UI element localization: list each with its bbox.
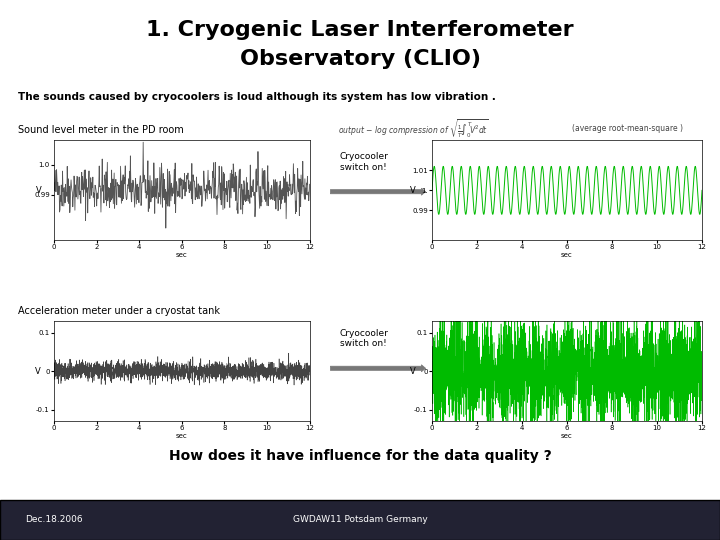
- Text: Dec.18.2006: Dec.18.2006: [25, 515, 83, 524]
- Text: Sound level meter in the PD room: Sound level meter in the PD room: [18, 125, 184, 134]
- X-axis label: sec: sec: [176, 433, 188, 439]
- Text: Observatory (CLIO): Observatory (CLIO): [240, 49, 480, 70]
- Text: Acceleration meter under a cryostat tank: Acceleration meter under a cryostat tank: [18, 306, 220, 315]
- Text: 1. Cryogenic Laser Interferometer: 1. Cryogenic Laser Interferometer: [146, 19, 574, 40]
- Text: How does it have influence for the data quality ?: How does it have influence for the data …: [168, 449, 552, 463]
- Text: Cryocooler
switch on!: Cryocooler switch on!: [339, 329, 388, 348]
- X-axis label: sec: sec: [176, 252, 188, 258]
- FancyBboxPatch shape: [0, 500, 720, 540]
- Text: V: V: [410, 186, 416, 195]
- X-axis label: sec: sec: [561, 433, 573, 439]
- Text: output $-$ log compression of $\sqrt{\frac{1}{T}\!\int_{0}^{T}\!V^{\!2}dt}$: output $-$ log compression of $\sqrt{\fr…: [338, 117, 490, 140]
- Text: V: V: [410, 367, 416, 376]
- Text: The sounds caused by cryocoolers is loud although its system has low vibration .: The sounds caused by cryocoolers is loud…: [18, 92, 496, 102]
- Text: (average root-mean-square ): (average root-mean-square ): [572, 124, 683, 133]
- X-axis label: sec: sec: [561, 252, 573, 258]
- Text: V: V: [36, 186, 42, 195]
- Text: GWDAW11 Potsdam Germany: GWDAW11 Potsdam Germany: [292, 515, 428, 524]
- Text: Cryocooler
switch on!: Cryocooler switch on!: [339, 152, 388, 172]
- Text: V: V: [35, 367, 40, 376]
